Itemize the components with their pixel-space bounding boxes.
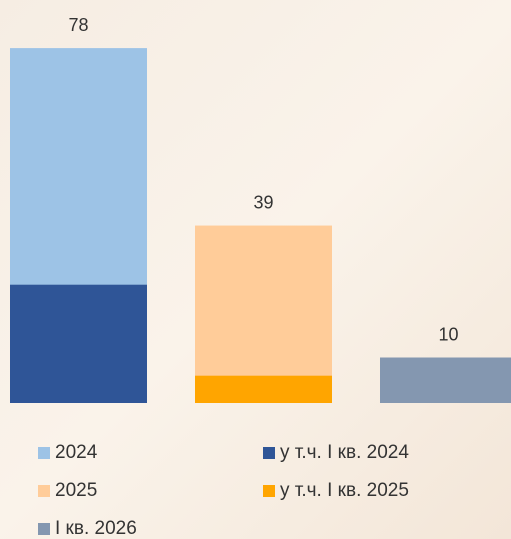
legend-label: I кв. 2026 bbox=[55, 518, 137, 539]
legend-swatch bbox=[38, 485, 50, 497]
legend-swatch bbox=[38, 447, 50, 459]
legend-label: у т.ч. I кв. 2024 bbox=[280, 442, 409, 463]
bar bbox=[380, 357, 511, 403]
legend-label: 2025 bbox=[55, 480, 97, 501]
bar bbox=[195, 225, 332, 403]
data-label: 78 bbox=[68, 15, 88, 35]
bar bbox=[195, 375, 332, 403]
legend-swatch bbox=[38, 523, 50, 535]
legend-label: у т.ч. I кв. 2025 bbox=[280, 480, 409, 501]
legend-label: 2024 bbox=[55, 442, 98, 463]
data-label: 10 bbox=[438, 324, 458, 344]
legend-swatch bbox=[263, 447, 275, 459]
legend-swatch bbox=[263, 485, 275, 497]
bar bbox=[10, 284, 147, 403]
data-label: 39 bbox=[253, 192, 273, 212]
